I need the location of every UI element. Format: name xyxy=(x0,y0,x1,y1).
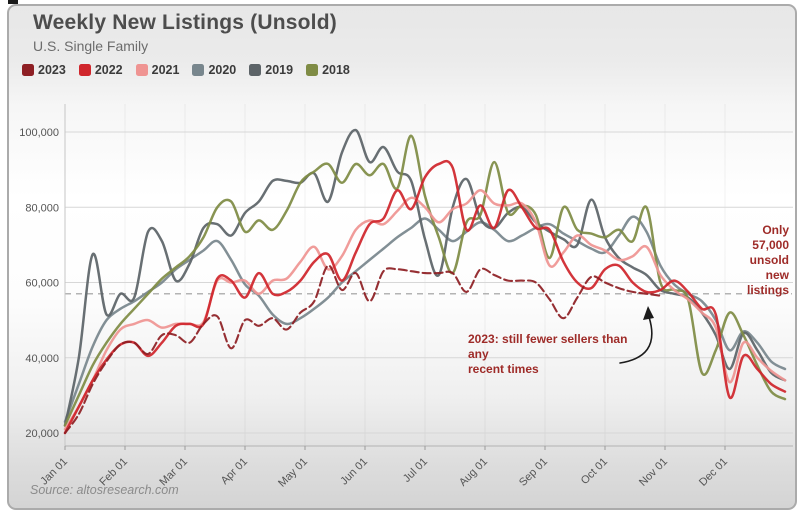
annotation-line: 57,000 xyxy=(752,238,789,252)
legend-label: 2022 xyxy=(94,63,123,77)
annotation-2023-fewer-sellers: 2023: still fewer sellers than any recen… xyxy=(468,332,648,377)
legend-item-2022: 2022 xyxy=(78,63,123,77)
legend-label: 2020 xyxy=(208,63,237,77)
annotation-line: new xyxy=(765,268,789,282)
legend-swatch-2018 xyxy=(306,64,319,76)
legend: 2023 2022 2021 2020 2019 2018 xyxy=(22,63,350,77)
legend-label: 2023 xyxy=(38,63,66,77)
corner-artifact xyxy=(8,0,18,4)
legend-swatch-2023 xyxy=(22,64,34,76)
legend-swatch-2021 xyxy=(135,64,148,76)
annotation-only-57000: Only 57,000 unsold new listings xyxy=(729,223,789,298)
legend-label: 2021 xyxy=(151,63,180,77)
legend-item-2018: 2018 xyxy=(306,63,350,77)
page-subtitle: U.S. Single Family xyxy=(33,38,149,54)
legend-label: 2019 xyxy=(265,63,294,77)
annotation-line: Only xyxy=(762,223,789,237)
annotation-line: listings xyxy=(746,283,789,297)
legend-item-2020: 2020 xyxy=(192,63,236,77)
source-text: Source: altosresearch.com xyxy=(30,483,179,497)
legend-item-2021: 2021 xyxy=(135,63,180,77)
annotation-line: recent times xyxy=(468,362,539,376)
legend-swatch-2019 xyxy=(249,64,262,76)
legend-swatch-2020 xyxy=(192,64,205,76)
legend-item-2023: 2023 xyxy=(22,63,66,77)
card-background xyxy=(7,4,797,510)
page-title: Weekly New Listings (Unsold) xyxy=(33,11,337,34)
legend-swatch-2022 xyxy=(78,64,91,76)
legend-item-2019: 2019 xyxy=(249,63,293,77)
annotation-line: 2023: still fewer sellers than any xyxy=(468,332,628,361)
annotation-line: unsold xyxy=(749,253,789,267)
legend-label: 2018 xyxy=(322,63,350,77)
